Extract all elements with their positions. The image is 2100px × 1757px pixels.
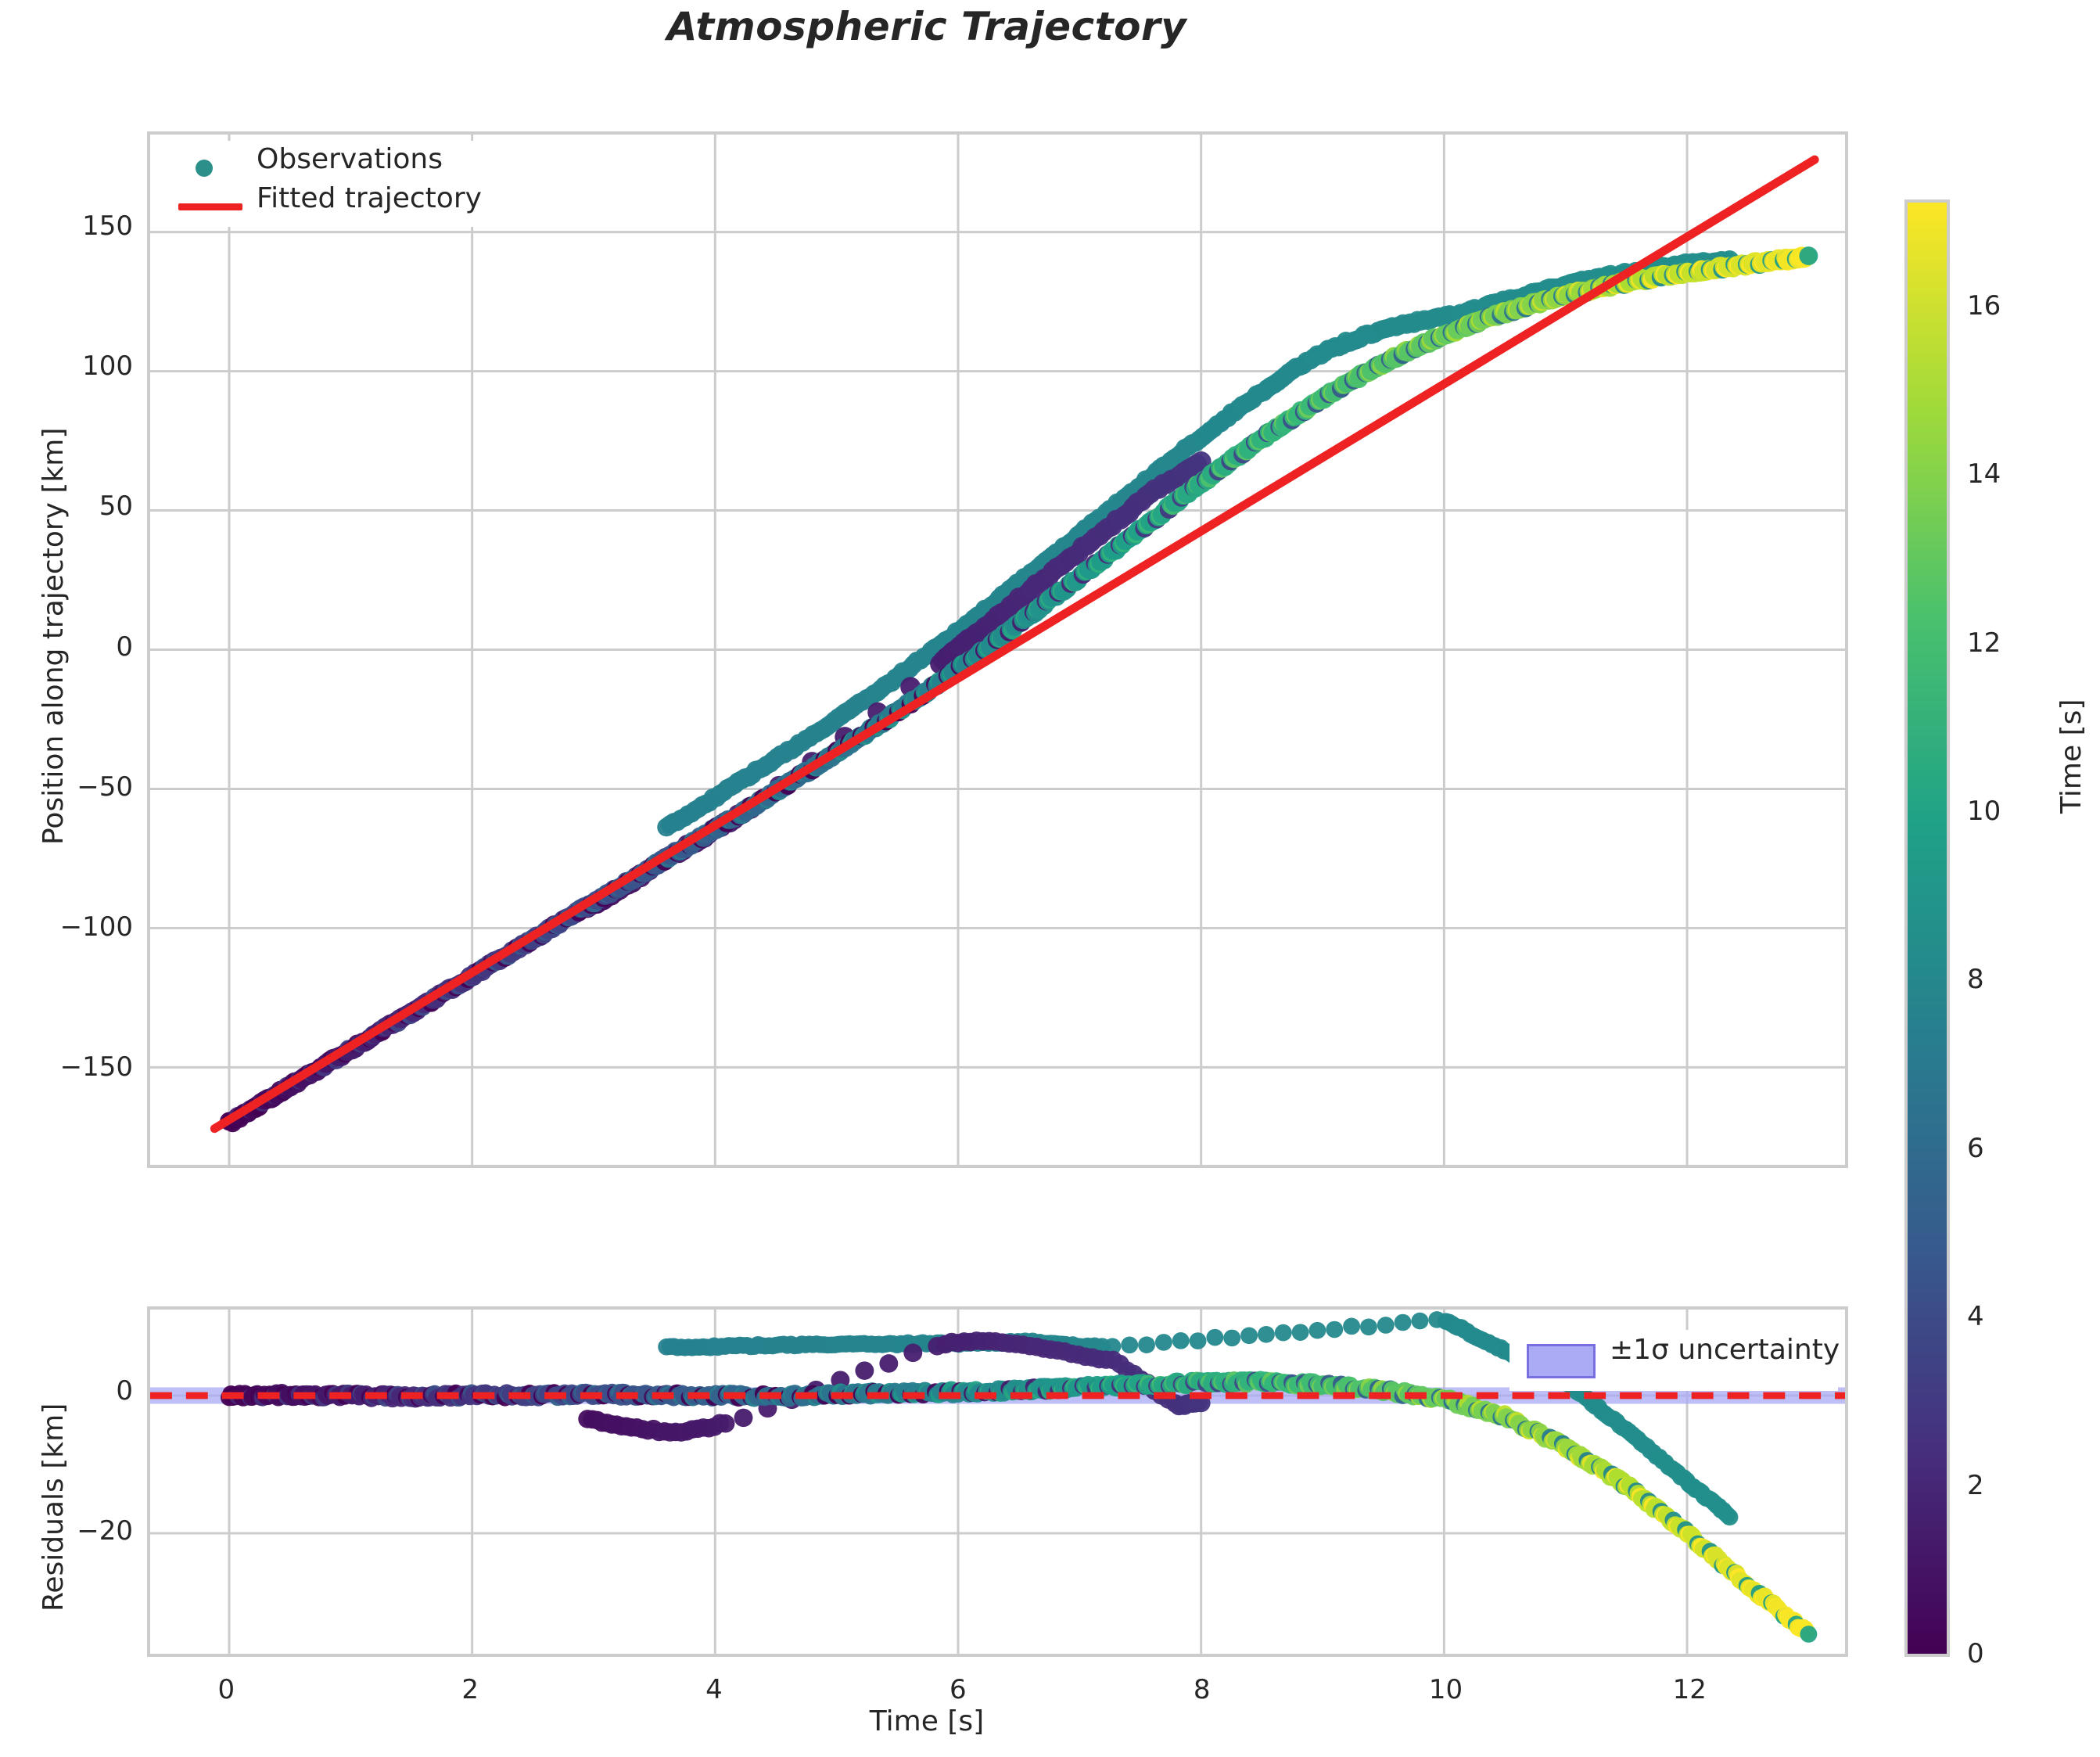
x-tick: 8: [1193, 1674, 1211, 1705]
legend-label-fitted: Fitted trajectory: [257, 182, 482, 214]
colorbar-tick: 6: [1967, 1132, 1984, 1164]
residuals-legend: ±1σ uncertainty: [1509, 1330, 1840, 1391]
main-y-tick: −150: [59, 1051, 133, 1083]
main-legend: Observations Fitted trajectory: [156, 141, 493, 227]
x-tick: 0: [217, 1674, 235, 1705]
main-y-tick: 150: [82, 210, 133, 243]
residuals-y-tick: 0: [116, 1375, 133, 1407]
x-tick: 12: [1672, 1674, 1707, 1705]
legend-item-uncertainty: ±1σ uncertainty: [1509, 1334, 1840, 1378]
observations-marker-icon: [196, 160, 213, 177]
fitted-line-marker-icon: [178, 203, 242, 210]
x-tick: 10: [1428, 1674, 1463, 1705]
legend-item-observations: Observations: [156, 143, 493, 185]
main-plot-canvas: [150, 135, 1845, 1165]
main-y-tick: 50: [99, 490, 133, 523]
colorbar-tick: 14: [1967, 458, 2001, 490]
main-y-axis-label: Position along trajectory [km]: [38, 427, 70, 845]
legend-label-uncertainty: ±1σ uncertainty: [1610, 1334, 1840, 1366]
colorbar-tick: 12: [1967, 627, 2001, 659]
colorbar-tick: 16: [1967, 289, 2001, 322]
legend-item-fitted-trajectory: Fitted trajectory: [156, 182, 493, 224]
colorbar-tick: 10: [1967, 796, 2001, 828]
main-y-tick: −100: [59, 911, 133, 943]
residuals-plot-canvas: [150, 1310, 1845, 1654]
colorbar-tick: 2: [1967, 1469, 1984, 1501]
residuals-y-axis-label: Residuals [km]: [38, 1403, 70, 1611]
colorbar-tick: 4: [1967, 1301, 1984, 1333]
main-y-tick: −50: [77, 771, 133, 803]
residuals-plot-panel: [147, 1306, 1848, 1657]
residuals-y-tick: −20: [77, 1515, 133, 1547]
colorbar-label: Time [s]: [2055, 699, 2087, 814]
main-y-tick: 100: [82, 350, 133, 383]
colorbar-tick: 8: [1967, 964, 1984, 996]
x-tick: 4: [705, 1674, 723, 1705]
x-tick: 6: [949, 1674, 967, 1705]
x-axis-label: Time [s]: [869, 1705, 985, 1737]
uncertainty-patch-icon: [1527, 1344, 1596, 1378]
main-plot-panel: [147, 131, 1848, 1168]
colorbar-tick: 0: [1967, 1638, 1984, 1669]
colorbar-gradient: [1908, 203, 1947, 1654]
chart-title: Atmospheric Trajectory: [666, 4, 1187, 49]
colorbar: [1904, 199, 1950, 1657]
legend-label-observations: Observations: [257, 143, 443, 175]
x-tick: 2: [461, 1674, 479, 1705]
main-y-tick: 0: [116, 631, 133, 663]
